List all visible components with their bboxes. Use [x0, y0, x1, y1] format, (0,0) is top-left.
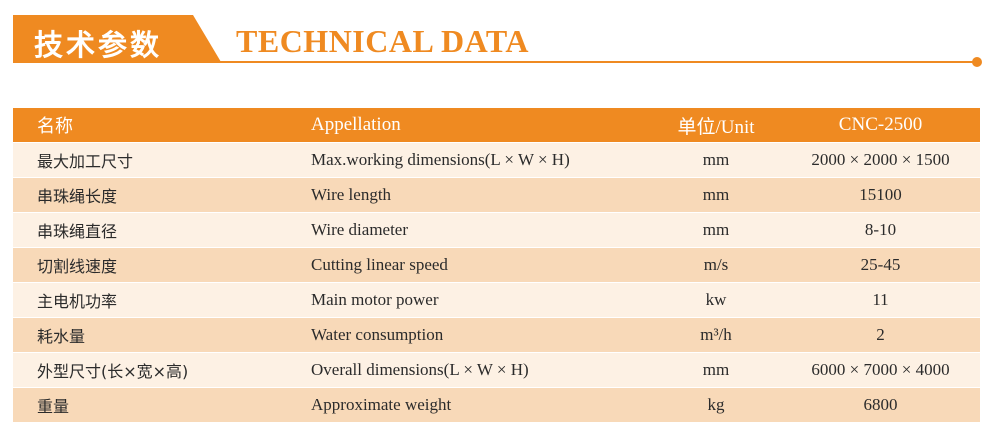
- column-header-unit: 单位/Unit: [651, 108, 781, 143]
- cell-name: 切割线速度: [13, 247, 297, 283]
- cell-appellation: Water consumption: [297, 317, 651, 353]
- cell-unit: kw: [651, 282, 781, 318]
- cell-value: 11: [781, 282, 980, 318]
- cell-value: 2000 × 2000 × 1500: [781, 142, 980, 178]
- cell-appellation: Cutting linear speed: [297, 247, 651, 283]
- column-header-model: CNC-2500: [781, 108, 980, 143]
- cell-unit: mm: [651, 352, 781, 388]
- column-header-appellation: Appellation: [297, 108, 651, 143]
- cell-name: 主电机功率: [13, 282, 297, 318]
- cell-value: 6800: [781, 387, 980, 422]
- header-title-en: TECHNICAL DATA: [236, 23, 529, 59]
- cell-unit: mm: [651, 177, 781, 213]
- cell-name: 外型尺寸(长×宽×高): [13, 352, 297, 388]
- header-divider: [13, 61, 978, 63]
- cell-unit: mm: [651, 142, 781, 178]
- cell-appellation: Approximate weight: [297, 387, 651, 422]
- column-header-name: 名称: [13, 108, 297, 143]
- cell-name: 耗水量: [13, 317, 297, 353]
- table-row: 重量 Approximate weight kg 6800: [13, 387, 980, 422]
- header-title-cn: 技术参数: [34, 28, 163, 62]
- table-header-row: 名称 Appellation 单位/Unit CNC-2500: [13, 108, 980, 143]
- table-row: 主电机功率 Main motor power kw 11: [13, 282, 980, 318]
- header-dot: [972, 57, 982, 67]
- cell-value: 2: [781, 317, 980, 353]
- technical-data-table: 名称 Appellation 单位/Unit CNC-2500 最大加工尺寸 M…: [13, 108, 980, 422]
- cell-value: 25-45: [781, 247, 980, 283]
- table-row: 最大加工尺寸 Max.working dimensions(L × W × H)…: [13, 142, 980, 178]
- cell-value: 8-10: [781, 212, 980, 248]
- cell-unit: mm: [651, 212, 781, 248]
- cell-unit: kg: [651, 387, 781, 422]
- cell-appellation: Max.working dimensions(L × W × H): [297, 142, 651, 178]
- table-row: 切割线速度 Cutting linear speed m/s 25-45: [13, 247, 980, 283]
- section-header: 技术参数 TECHNICAL DATA: [0, 0, 1000, 70]
- cell-unit: m/s: [651, 247, 781, 283]
- table-row: 耗水量 Water consumption m³/h 2: [13, 317, 980, 353]
- table-row: 串珠绳长度 Wire length mm 15100: [13, 177, 980, 213]
- cell-appellation: Wire diameter: [297, 212, 651, 248]
- table-row: 串珠绳直径 Wire diameter mm 8-10: [13, 212, 980, 248]
- cell-appellation: Main motor power: [297, 282, 651, 318]
- cell-name: 重量: [13, 387, 297, 422]
- table-row: 外型尺寸(长×宽×高) Overall dimensions(L × W × H…: [13, 352, 980, 388]
- cell-name: 最大加工尺寸: [13, 142, 297, 178]
- cell-value: 6000 × 7000 × 4000: [781, 352, 980, 388]
- cell-name: 串珠绳长度: [13, 177, 297, 213]
- cell-appellation: Wire length: [297, 177, 651, 213]
- header-tab: [13, 15, 221, 62]
- cell-appellation: Overall dimensions(L × W × H): [297, 352, 651, 388]
- cell-unit: m³/h: [651, 317, 781, 353]
- cell-value: 15100: [781, 177, 980, 213]
- cell-name: 串珠绳直径: [13, 212, 297, 248]
